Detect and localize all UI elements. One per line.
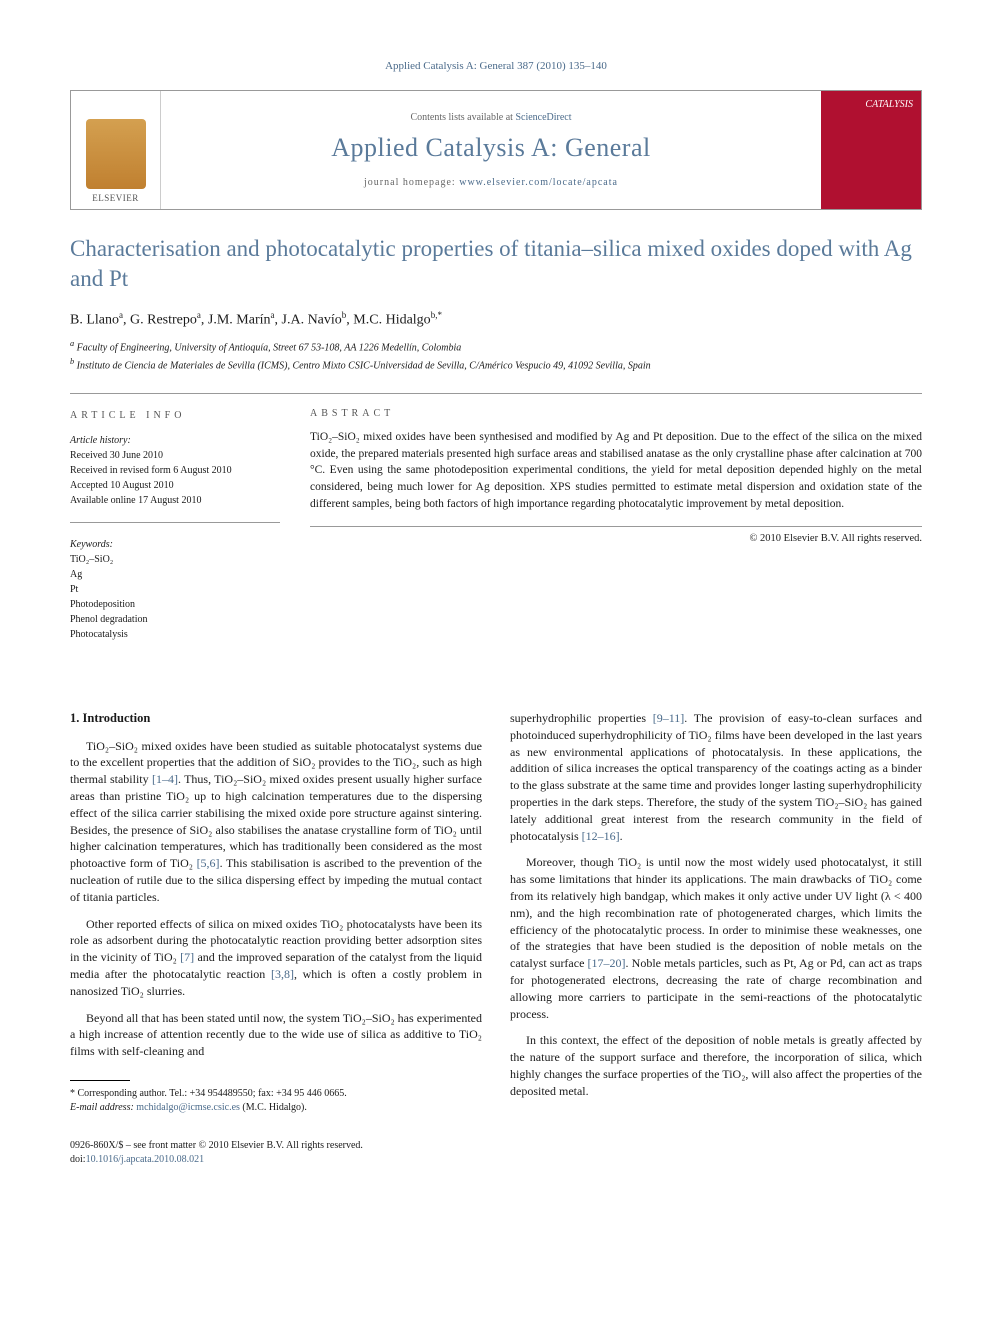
- header-center: Contents lists available at ScienceDirec…: [161, 91, 821, 209]
- page-footer: 0926-860X/$ – see front matter © 2010 El…: [70, 1139, 922, 1167]
- doi-line: doi:10.1016/j.apcata.2010.08.021: [70, 1153, 922, 1167]
- footnote-separator: [70, 1080, 130, 1081]
- body-paragraph-1: TiO₂–SiO₂ mixed oxides have been studied…: [70, 738, 482, 906]
- keyword-item: Photodeposition: [70, 597, 280, 612]
- authors-line: B. Llanoa, G. Restrepoa, J.M. Marína, J.…: [70, 310, 922, 329]
- contents-prefix: Contents lists available at: [410, 112, 515, 123]
- affiliation-a: a Faculty of Engineering, University of …: [70, 338, 922, 355]
- corresponding-author-line: * Corresponding author. Tel.: +34 954489…: [70, 1087, 482, 1101]
- article-info-heading: ARTICLE INFO: [70, 408, 280, 423]
- revised-date: Received in revised form 6 August 2010: [70, 463, 280, 478]
- keyword-item: TiO₂–SiO₂: [70, 552, 280, 567]
- journal-header: ELSEVIER Contents lists available at Sci…: [70, 90, 922, 210]
- abstract-column: ABSTRACT TiO₂–SiO₂ mixed oxides have bee…: [310, 394, 922, 670]
- body-paragraph-2: Other reported effects of silica on mixe…: [70, 916, 482, 1000]
- corresponding-author-footnote: * Corresponding author. Tel.: +34 954489…: [70, 1087, 482, 1115]
- homepage-prefix: journal homepage:: [364, 177, 459, 188]
- keywords-label: Keywords:: [70, 537, 280, 552]
- abstract-heading: ABSTRACT: [310, 408, 922, 419]
- contents-available-line: Contents lists available at ScienceDirec…: [410, 112, 571, 123]
- email-link[interactable]: mchidalgo@icmse.csic.es: [136, 1102, 240, 1113]
- abstract-text: TiO₂–SiO₂ mixed oxides have been synthes…: [310, 429, 922, 527]
- body-two-columns: 1. Introduction TiO₂–SiO₂ mixed oxides h…: [70, 710, 922, 1115]
- article-info-column: ARTICLE INFO Article history: Received 3…: [70, 394, 280, 670]
- article-title: Characterisation and photocatalytic prop…: [70, 234, 922, 294]
- online-date: Available online 17 August 2010: [70, 493, 280, 508]
- journal-reference: Applied Catalysis A: General 387 (2010) …: [70, 60, 922, 72]
- abstract-copyright: © 2010 Elsevier B.V. All rights reserved…: [310, 533, 922, 544]
- accepted-date: Accepted 10 August 2010: [70, 478, 280, 493]
- homepage-line: journal homepage: www.elsevier.com/locat…: [364, 177, 618, 188]
- keyword-item: Pt: [70, 582, 280, 597]
- sciencedirect-link[interactable]: ScienceDirect: [515, 112, 571, 123]
- keywords-block: Keywords: TiO₂–SiO₂AgPtPhotodepositionPh…: [70, 537, 280, 656]
- keyword-item: Phenol degradation: [70, 612, 280, 627]
- body-paragraph-3: Beyond all that has been stated until no…: [70, 1010, 482, 1060]
- journal-cover-thumbnail: CATALYSIS: [821, 91, 921, 209]
- email-line: E-mail address: mchidalgo@icmse.csic.es …: [70, 1101, 482, 1115]
- keyword-item: Photocatalysis: [70, 627, 280, 642]
- homepage-link[interactable]: www.elsevier.com/locate/apcata: [459, 177, 618, 188]
- publisher-name: ELSEVIER: [92, 193, 139, 203]
- cover-badge-text: CATALYSIS: [865, 99, 913, 110]
- body-paragraph-6: In this context, the effect of the depos…: [510, 1032, 922, 1099]
- doi-link[interactable]: 10.1016/j.apcata.2010.08.021: [86, 1154, 205, 1165]
- publisher-logo: ELSEVIER: [71, 91, 161, 209]
- history-label: Article history:: [70, 433, 280, 448]
- issn-line: 0926-860X/$ – see front matter © 2010 El…: [70, 1139, 922, 1153]
- affiliations: a Faculty of Engineering, University of …: [70, 338, 922, 373]
- affiliation-b: b Instituto de Ciencia de Materiales de …: [70, 356, 922, 373]
- keyword-item: Ag: [70, 567, 280, 582]
- body-left-column: 1. Introduction TiO₂–SiO₂ mixed oxides h…: [70, 710, 482, 1115]
- body-right-column: superhydrophilic properties [9–11]. The …: [510, 710, 922, 1115]
- received-date: Received 30 June 2010: [70, 448, 280, 463]
- article-history-block: Article history: Received 30 June 2010 R…: [70, 433, 280, 523]
- section-heading: 1. Introduction: [70, 710, 482, 728]
- body-paragraph-4: superhydrophilic properties [9–11]. The …: [510, 710, 922, 844]
- body-paragraph-5: Moreover, though TiO₂ is until now the m…: [510, 854, 922, 1022]
- elsevier-tree-icon: [86, 119, 146, 189]
- journal-name: Applied Catalysis A: General: [331, 133, 650, 163]
